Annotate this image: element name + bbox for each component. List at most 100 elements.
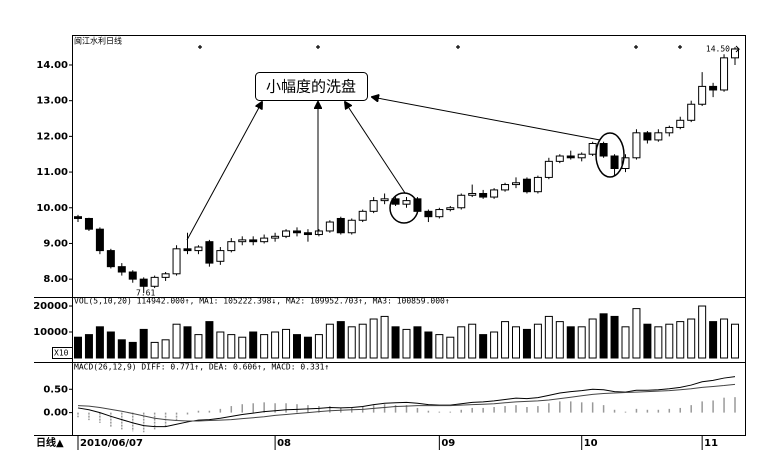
x-tick-label: 08 bbox=[277, 438, 291, 449]
y-tick-label: 20000 bbox=[33, 301, 68, 312]
volume-bar bbox=[249, 331, 258, 359]
candle-body bbox=[720, 57, 729, 91]
arrow bbox=[186, 102, 262, 241]
candle-body bbox=[95, 228, 104, 252]
candle-body bbox=[446, 207, 455, 211]
candle-body bbox=[621, 157, 630, 169]
event-marker bbox=[198, 45, 682, 49]
volume-bar bbox=[216, 331, 225, 359]
x-tick-label: 10 bbox=[584, 438, 598, 449]
candle-body bbox=[347, 219, 356, 234]
volume-bar bbox=[468, 323, 477, 359]
candle-body bbox=[632, 132, 641, 159]
volume-bar bbox=[599, 313, 608, 359]
volume-bar bbox=[238, 336, 247, 359]
volume-bar bbox=[293, 334, 301, 359]
candle-body bbox=[599, 143, 608, 157]
arrow bbox=[345, 102, 406, 194]
candle-body bbox=[522, 178, 531, 193]
candle-body bbox=[555, 155, 564, 162]
volume-bar bbox=[95, 326, 104, 359]
candle-body bbox=[314, 230, 323, 236]
volume-bar bbox=[314, 334, 323, 359]
volume-unit: X10 bbox=[54, 349, 69, 358]
macd-line bbox=[77, 383, 736, 422]
footer-label: 日线▲ bbox=[36, 436, 64, 449]
candle-body bbox=[544, 160, 553, 178]
candle-body bbox=[358, 210, 367, 221]
volume-bar bbox=[194, 334, 203, 359]
volume-bar bbox=[544, 315, 553, 359]
volume-bar bbox=[566, 326, 575, 359]
candle-body bbox=[172, 248, 181, 275]
macd-legend: MACD(26,12,9) DIFF: 0.771↑, DEA: 0.606↑,… bbox=[74, 363, 329, 372]
candle-body bbox=[128, 271, 137, 280]
candle-body bbox=[84, 217, 93, 230]
volume-bar bbox=[512, 326, 520, 359]
candle-body bbox=[479, 192, 488, 198]
volume-bar bbox=[172, 323, 181, 359]
candle-body bbox=[194, 246, 203, 252]
candle-body bbox=[402, 200, 411, 205]
volume-bar bbox=[84, 334, 93, 359]
volume-bar bbox=[533, 323, 542, 359]
volume-bar bbox=[588, 318, 597, 359]
candle-body bbox=[610, 155, 619, 169]
volume-bar bbox=[610, 315, 619, 359]
candle-body bbox=[698, 85, 707, 105]
candle-body bbox=[249, 239, 258, 243]
y-tick-label: 9.00 bbox=[43, 238, 68, 249]
volume-bar bbox=[501, 321, 510, 359]
y-tick-label: 12.00 bbox=[36, 131, 68, 142]
volume-bar bbox=[260, 334, 269, 359]
x-tick-label: 11 bbox=[704, 438, 718, 449]
candle-body bbox=[117, 266, 126, 273]
candle-body bbox=[533, 176, 542, 193]
candle-body bbox=[238, 239, 247, 243]
event-markers bbox=[198, 45, 682, 49]
candle-body bbox=[435, 209, 444, 218]
candle-body bbox=[566, 155, 575, 159]
y-tick-label: 11.00 bbox=[36, 167, 68, 178]
volume-bar bbox=[577, 326, 586, 359]
candle-body bbox=[139, 278, 148, 287]
candle-body bbox=[501, 184, 510, 191]
volume-bar bbox=[402, 328, 411, 359]
volume-bar bbox=[698, 305, 707, 359]
volume-bar bbox=[205, 321, 214, 359]
volume-bar bbox=[643, 323, 652, 359]
volume-bar bbox=[490, 331, 499, 359]
volume-bar bbox=[282, 328, 291, 359]
chart-title: 闽江水利日线 bbox=[74, 36, 122, 46]
y-tick-label: 0.50 bbox=[43, 384, 68, 395]
candle-body bbox=[205, 241, 214, 264]
y-tick-label: 8.00 bbox=[43, 274, 68, 285]
annotation bbox=[186, 45, 741, 241]
candle-body bbox=[282, 230, 291, 237]
volume-bar bbox=[687, 318, 696, 359]
volume-bar bbox=[161, 339, 170, 359]
volume-bar bbox=[358, 323, 367, 359]
volume-bar bbox=[106, 331, 115, 359]
volume-bar bbox=[665, 323, 674, 359]
volume-legend: VOL(5,10,20) 114942.000↑, MA1: 105222.39… bbox=[74, 297, 450, 306]
candle-body bbox=[687, 103, 696, 121]
candle-body bbox=[325, 221, 334, 232]
volume-bar bbox=[435, 334, 444, 359]
candle-body bbox=[457, 194, 466, 209]
highlight-ellipse bbox=[389, 192, 419, 224]
y-tick-label: 0.00 bbox=[43, 408, 68, 419]
volume-bar bbox=[424, 331, 433, 359]
volume-bar bbox=[413, 326, 422, 359]
volume-bar bbox=[150, 341, 159, 359]
candle-body bbox=[512, 182, 520, 186]
volume-bar bbox=[621, 326, 630, 359]
label-pointer bbox=[731, 45, 741, 53]
min-label: 7.61 bbox=[136, 289, 155, 298]
candle-body bbox=[336, 217, 345, 234]
candle-body bbox=[709, 85, 718, 91]
candle-body bbox=[643, 132, 652, 141]
volume-bar bbox=[457, 326, 466, 359]
volume-bar bbox=[227, 334, 236, 359]
